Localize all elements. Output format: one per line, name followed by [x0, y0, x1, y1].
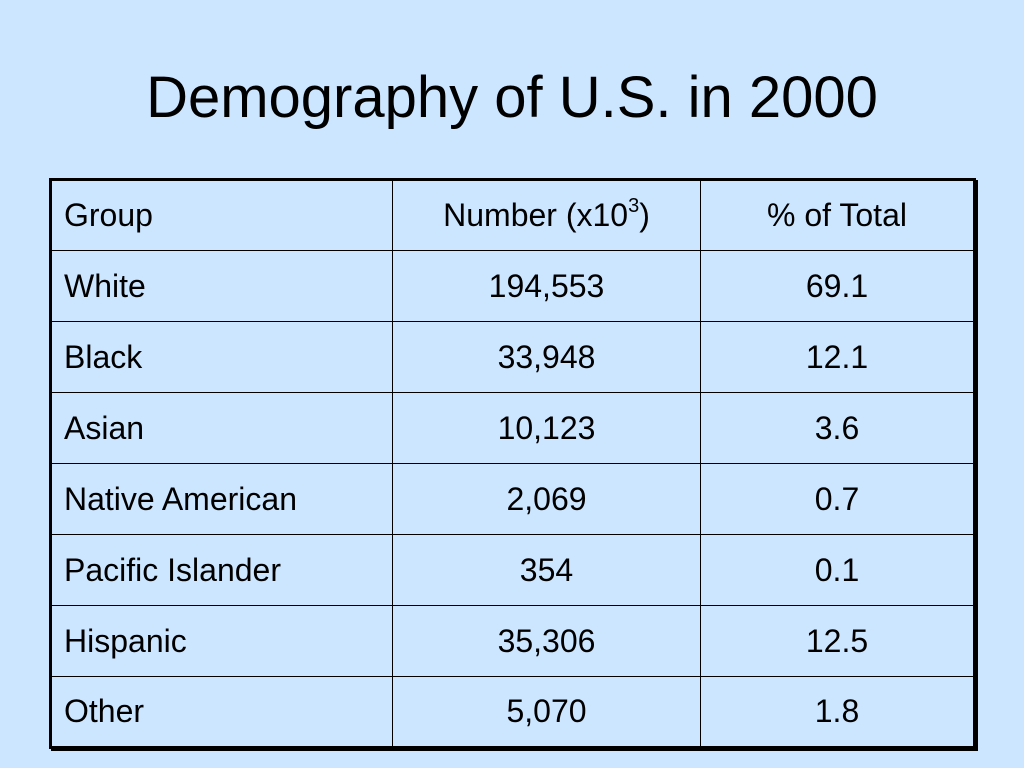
slide-title: Demography of U.S. in 2000	[146, 65, 878, 130]
cell-percent: 3.6	[700, 392, 975, 464]
cell-group: Pacific Islander	[50, 534, 393, 606]
cell-number: 10,123	[392, 392, 701, 464]
table-row: Asian 10,123 3.6	[50, 392, 975, 464]
cell-percent: 0.7	[700, 463, 975, 535]
table-header-row: Group Number (x103) % of Total	[50, 179, 975, 251]
header-number: Number (x103)	[392, 179, 701, 251]
cell-group: Hispanic	[50, 605, 393, 677]
cell-group: Asian	[50, 392, 393, 464]
header-percent: % of Total	[700, 179, 975, 251]
cell-group: Native American	[50, 463, 393, 535]
header-number-suffix: )	[639, 197, 650, 233]
demography-table: Group Number (x103) % of Total White 194…	[49, 178, 976, 749]
cell-percent: 1.8	[700, 676, 975, 748]
table-row: Native American 2,069 0.7	[50, 463, 975, 535]
cell-number: 35,306	[392, 605, 701, 677]
cell-number: 33,948	[392, 321, 701, 393]
cell-group: White	[50, 250, 393, 322]
table-row: White 194,553 69.1	[50, 250, 975, 322]
cell-number: 5,070	[392, 676, 701, 748]
table-row: Black 33,948 12.1	[50, 321, 975, 393]
header-number-prefix: Number (x10	[443, 197, 629, 233]
cell-percent: 0.1	[700, 534, 975, 606]
cell-group: Black	[50, 321, 393, 393]
header-number-exponent: 3	[628, 195, 640, 217]
cell-group: Other	[50, 676, 393, 748]
cell-number: 194,553	[392, 250, 701, 322]
cell-percent: 12.5	[700, 605, 975, 677]
cell-percent: 12.1	[700, 321, 975, 393]
table-row: Hispanic 35,306 12.5	[50, 605, 975, 677]
header-group: Group	[50, 179, 393, 251]
cell-percent: 69.1	[700, 250, 975, 322]
table-row: Other 5,070 1.8	[50, 676, 975, 748]
table-row: Pacific Islander 354 0.1	[50, 534, 975, 606]
cell-number: 2,069	[392, 463, 701, 535]
cell-number: 354	[392, 534, 701, 606]
